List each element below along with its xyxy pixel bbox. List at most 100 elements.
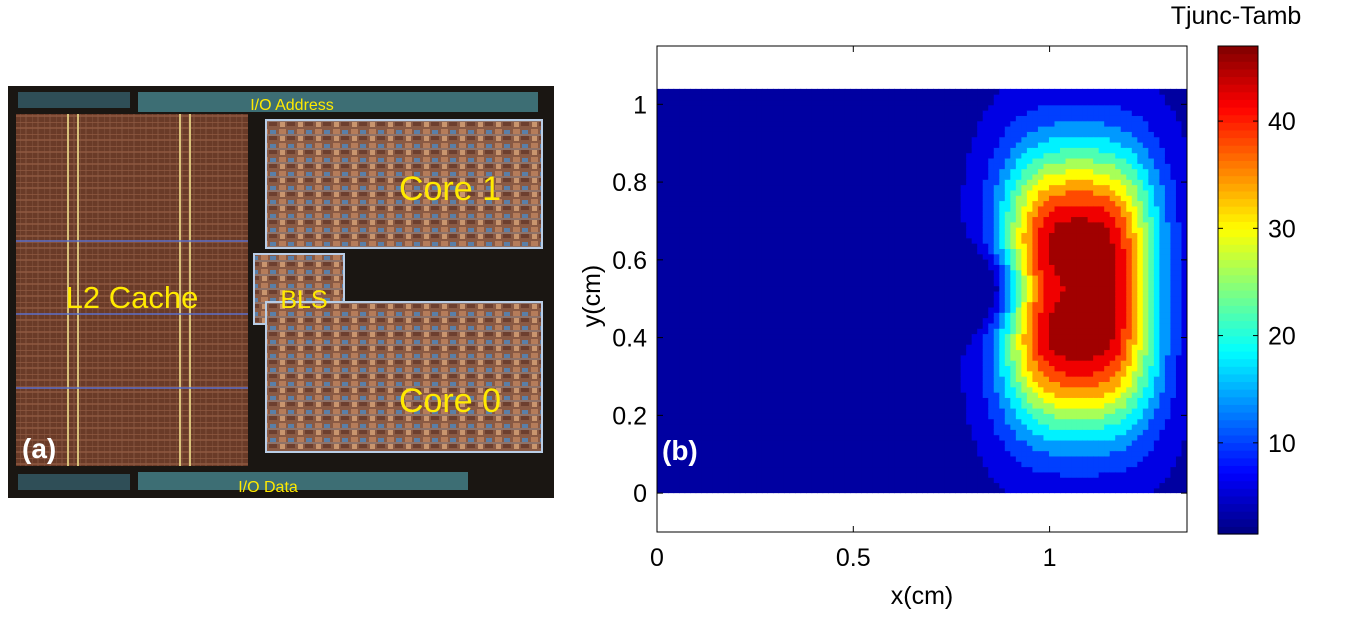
heat-cell	[833, 455, 840, 462]
heat-cell	[949, 450, 956, 457]
heat-cell	[679, 110, 686, 116]
heat-cell	[999, 461, 1006, 468]
heat-cell	[772, 131, 780, 138]
heat-cell	[695, 418, 702, 425]
heat-cell	[728, 482, 735, 489]
heat-cell	[927, 301, 934, 308]
heat-cell	[982, 322, 989, 329]
heat-cell	[800, 466, 807, 473]
heat-cell	[944, 407, 951, 414]
heat-cell	[927, 322, 934, 329]
heat-cell	[861, 322, 868, 329]
heat-cell	[756, 274, 763, 281]
heat-cell	[855, 397, 862, 404]
heat-cell	[1015, 365, 1022, 372]
heat-cell	[1015, 338, 1022, 345]
heat-cell	[828, 189, 835, 196]
heat-cell	[927, 439, 934, 446]
heat-cell	[872, 466, 879, 473]
heat-cell	[795, 402, 802, 409]
heat-cell	[927, 163, 934, 170]
heat-cell	[938, 317, 945, 324]
heat-cell	[933, 94, 940, 101]
heat-cell	[839, 104, 846, 111]
heat-cell	[910, 253, 918, 260]
heat-cell	[844, 168, 851, 175]
heat-cell	[817, 477, 824, 484]
heat-cell	[877, 376, 884, 382]
heat-cell	[916, 312, 923, 319]
heat-cell	[966, 126, 973, 132]
heat-cell	[916, 264, 923, 271]
heat-cell	[861, 173, 868, 180]
heat-cell	[982, 413, 989, 420]
heat-cell	[811, 328, 818, 335]
heat-cell	[795, 232, 802, 239]
heat-cell	[872, 386, 879, 393]
heat-cell	[734, 259, 741, 265]
heat-cell	[695, 312, 702, 319]
heat-cell	[745, 312, 752, 319]
heat-cell	[668, 163, 675, 170]
heat-cell	[922, 349, 929, 356]
heat-cell	[894, 402, 901, 409]
heat-cell	[701, 88, 708, 95]
heat-cell	[966, 173, 973, 180]
heat-cell	[982, 163, 989, 170]
heat-cell	[772, 376, 780, 382]
heat-cell	[657, 434, 664, 441]
heat-cell	[993, 227, 1000, 234]
heat-cell	[899, 88, 907, 95]
heat-cell	[828, 434, 835, 441]
heat-cell	[811, 434, 818, 441]
heat-cell	[817, 296, 824, 303]
heat-cell	[800, 104, 807, 111]
heat-cell	[806, 115, 813, 122]
heat-cell	[894, 248, 901, 255]
heat-cell	[800, 157, 807, 164]
heat-cell	[982, 370, 989, 377]
heat-cell	[971, 189, 978, 196]
heat-cell	[712, 168, 719, 175]
heat-cell	[767, 296, 774, 303]
heat-cell	[977, 482, 984, 489]
heat-cell	[789, 322, 796, 329]
heat-cell	[866, 328, 873, 335]
heat-cell	[999, 221, 1006, 228]
heat-cell	[955, 477, 962, 484]
heat-cell	[795, 445, 802, 452]
heat-cell	[955, 461, 962, 468]
heat-cell	[745, 461, 752, 468]
heat-cell	[833, 168, 840, 175]
heat-cell	[866, 402, 873, 409]
die-photo: I/O Address L2 Cache BLS Core 1 Core 0 I…	[8, 86, 554, 498]
heat-cell	[944, 152, 951, 159]
heat-cell	[778, 232, 785, 239]
io-data-label: I/O Data	[238, 479, 298, 496]
heat-cell	[734, 195, 741, 202]
heat-cell	[706, 285, 713, 292]
heat-cell	[717, 157, 724, 164]
heat-cell	[811, 461, 818, 468]
heat-cell	[977, 120, 984, 127]
heat-cell	[668, 392, 675, 398]
heat-cell	[1004, 280, 1011, 287]
heat-cell	[855, 333, 862, 340]
heat-cell	[734, 269, 741, 276]
heat-cell	[966, 434, 973, 441]
heat-cell	[701, 168, 708, 175]
heat-cell	[783, 99, 791, 106]
heat-cell	[778, 370, 785, 377]
heat-cell	[673, 407, 680, 414]
heat-cell	[795, 243, 802, 249]
heat-cell	[817, 407, 824, 414]
heat-cell	[899, 253, 907, 260]
heat-cell	[745, 365, 752, 372]
heat-cell	[944, 253, 951, 260]
heat-cell	[988, 461, 995, 468]
heat-cell	[971, 110, 978, 116]
heat-cell	[679, 338, 686, 345]
heat-cell	[944, 376, 951, 382]
heat-cell	[657, 259, 664, 265]
heat-cell	[855, 344, 862, 351]
